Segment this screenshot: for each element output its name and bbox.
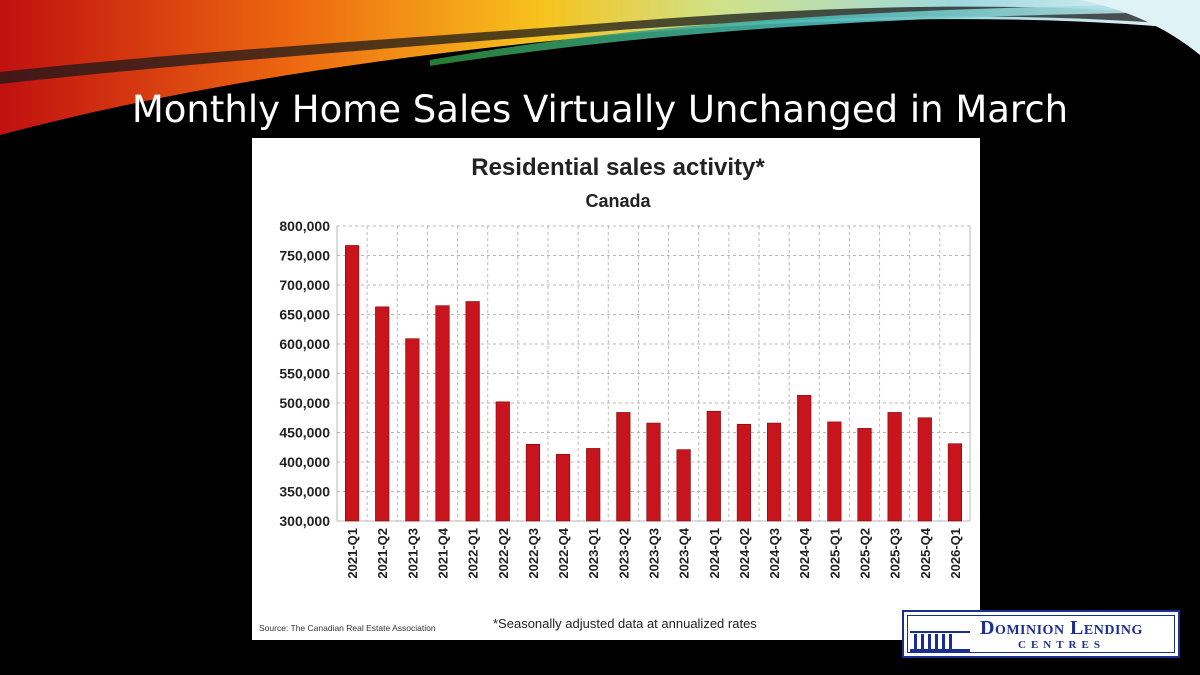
x-tick-label: 2022-Q4 [556,527,571,578]
bar [827,421,842,522]
decorative-swoosh [0,0,1200,135]
bar [706,410,721,522]
bar [465,301,480,522]
y-tick-label: 400,000 [279,454,330,470]
x-tick-label: 2025-Q3 [888,528,903,579]
bar [947,443,963,522]
x-axis-ticks: 2021-Q1 2021-Q2 2021-Q3 2021-Q4 2022-Q1 2022-… [345,527,963,578]
x-tick-label: 2024-Q2 [737,528,752,579]
x-tick-label: 2023-Q1 [586,528,601,579]
bar-chart: Residential sales activity* Canada 300,0… [259,154,971,633]
x-tick-label: 2021-Q2 [375,528,390,579]
chart-source: Source: The Canadian Real Estate Associa… [259,623,436,633]
bar [857,428,872,522]
y-tick-label: 800,000 [279,218,330,234]
y-axis-ticks: 300,000 350,000 400,000 450,000 500,000 550,0… [279,218,330,529]
x-tick-label: 2022-Q2 [496,528,511,579]
y-tick-label: 450,000 [279,425,330,441]
y-tick-label: 500,000 [279,395,330,411]
bar [917,417,932,522]
x-tick-label: 2023-Q4 [677,527,692,578]
x-tick-label: 2021-Q4 [436,527,451,578]
bar [616,412,631,522]
bars-layer [344,245,963,522]
y-tick-label: 300,000 [279,513,330,529]
y-tick-label: 550,000 [279,366,330,382]
bar [525,443,541,522]
chart-title: Residential sales activity* [471,154,765,181]
bar [435,305,450,522]
x-tick-label: 2022-Q1 [466,528,481,579]
bar [766,422,782,522]
bar [736,423,752,522]
chart-footnote: *Seasonally adjusted data at annualized … [493,616,757,631]
bar [676,449,691,522]
x-tick-label: 2021-Q3 [405,528,420,579]
slide-title: Monthly Home Sales Virtually Unchanged i… [131,88,1069,131]
x-tick-label: 2025-Q1 [827,528,842,579]
chart-panel: Residential sales activity* Canada 300,0… [252,138,980,640]
logo-border [907,615,1175,653]
y-tick-label: 350,000 [279,484,330,500]
bar [555,454,571,522]
x-tick-label: 2023-Q3 [647,528,662,579]
x-tick-label: 2023-Q2 [616,528,631,579]
bar [495,401,510,522]
x-tick-label: 2022-Q3 [526,528,541,579]
x-tick-label: 2025-Q2 [858,528,873,579]
x-tick-label: 2024-Q4 [797,527,812,578]
y-tick-label: 600,000 [279,336,330,352]
bar [646,422,661,522]
dominion-lending-logo: Dominion Lending CENTRES [902,610,1180,658]
x-tick-label: 2024-Q1 [707,528,722,579]
x-tick-label: 2026-Q1 [948,528,963,579]
x-tick-label: 2024-Q3 [767,528,782,579]
x-tick-label: 2025-Q4 [918,527,933,578]
bar [344,245,360,522]
y-tick-label: 650,000 [279,307,330,323]
y-tick-label: 750,000 [279,248,330,264]
building-columns-icon [910,631,970,652]
bar [586,448,601,522]
logo-text-sub: CENTRES [1018,639,1105,651]
logo-text-main: Dominion Lending [980,617,1143,639]
bar [887,412,902,522]
bar [797,395,812,522]
x-tick-label: 2021-Q1 [345,528,360,579]
y-tick-label: 700,000 [279,277,330,293]
bar [405,338,420,522]
bar [375,306,390,522]
chart-subtitle: Canada [585,191,651,211]
